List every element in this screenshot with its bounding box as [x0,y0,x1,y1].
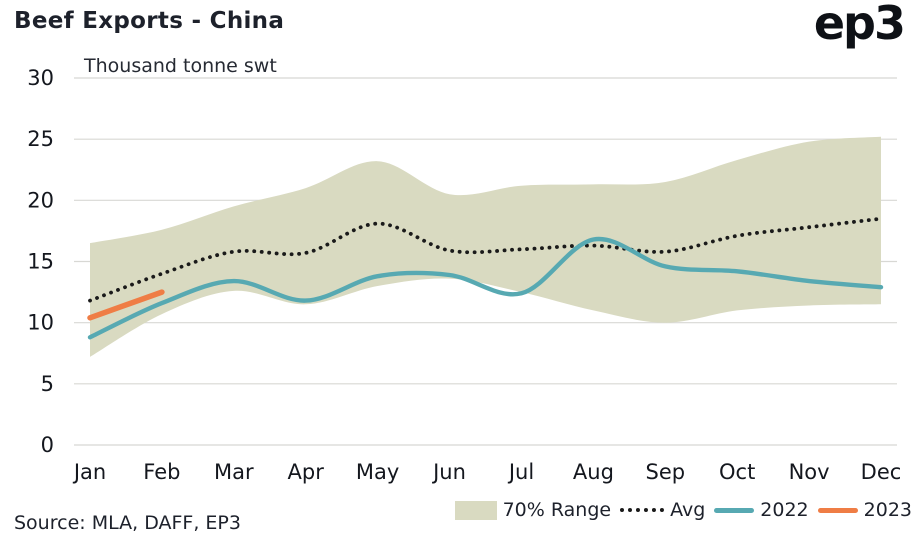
y-tick-label: 15 [27,250,54,274]
chart-legend: 70% Range Avg 2022 2023 [454,499,912,521]
legend-label-2023: 2023 [863,499,912,521]
y-tick-label: 25 [27,127,54,151]
x-tick-label: Sep [646,460,686,484]
chart-title: Beef Exports - China [14,8,285,34]
x-tick-label: Nov [789,460,830,484]
legend-item-2022: 2022 [714,499,809,521]
legend-item-2023: 2023 [817,499,912,521]
range-band [90,136,881,357]
x-tick-label: Jun [431,460,466,484]
chart-units-label: Thousand tonne swt [84,55,277,77]
x-tick-label: Apr [288,460,325,484]
x-tick-label: Jan [72,460,106,484]
chart-canvas: 0 5 10 15 20 25 30 Jan Feb Mar Apr May Jun Jul Aug Sep O… [27,66,902,484]
series-line-2022 [87,236,884,340]
line-2022-swatch-icon [714,507,755,513]
legend-label-avg: Avg [670,499,706,521]
avg-dotted-line-swatch-icon [620,508,665,512]
x-tick-label: May [356,460,399,484]
x-tick-label: Dec [861,460,902,484]
legend-item-range: 70% Range [454,499,612,521]
legend-label-2022: 2022 [760,499,809,521]
x-tick-label: Mar [214,460,254,484]
x-tick-label: Feb [143,460,180,484]
x-tick-label: Aug [573,460,614,484]
y-tick-label: 0 [41,433,54,457]
y-tick-label: 20 [27,188,54,212]
source-note: Source: MLA, DAFF, EP3 [14,512,241,534]
line-2023-swatch-icon [817,507,858,513]
series-line-2023 [87,289,165,321]
y-tick-label: 10 [27,311,54,335]
x-tick-label: Jul [507,460,534,484]
legend-label-range: 70% Range [502,499,612,521]
y-tick-label: 5 [41,372,54,396]
ep3-logo: ep3 [813,0,906,50]
range-band-swatch-icon [454,500,497,520]
legend-item-avg: Avg [620,499,705,521]
series-line-avg [88,216,883,303]
y-tick-label: 30 [27,66,54,90]
x-tick-label: Oct [719,460,755,484]
